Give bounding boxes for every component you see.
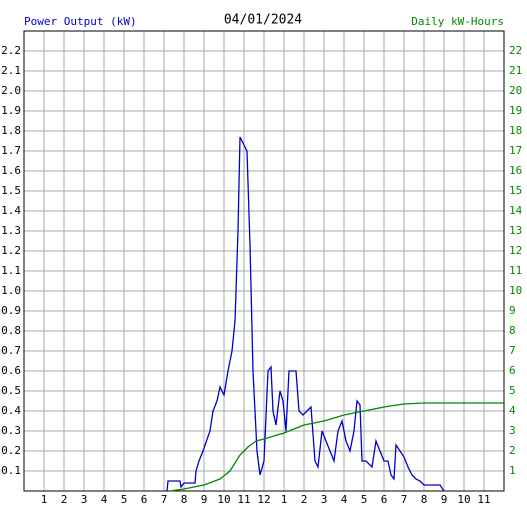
y-tick-label: 2.1 — [1, 64, 21, 77]
y-tick-label: 0.2 — [1, 444, 21, 457]
y-tick-label: 1.4 — [1, 204, 21, 217]
y2-tick-label: 9 — [509, 304, 516, 317]
x-tick-label: 12 — [257, 493, 270, 506]
y2-tick-label: 8 — [509, 324, 516, 337]
y2-tick-label: 7 — [509, 344, 516, 357]
y2-tick-label: 17 — [509, 144, 522, 157]
y2-tick-label: 12 — [509, 244, 522, 257]
x-tick-label: 5 — [121, 493, 128, 506]
y2-tick-label: 20 — [509, 84, 522, 97]
x-tick-label: 5 — [361, 493, 368, 506]
y2-tick-label: 19 — [509, 104, 522, 117]
y-tick-label: 2.0 — [1, 84, 21, 97]
y-tick-label: 0.3 — [1, 424, 21, 437]
y-tick-label: 1.6 — [1, 164, 21, 177]
chart-title: 04/01/2024 — [224, 13, 302, 28]
x-tick-label: 4 — [341, 493, 348, 506]
y-tick-label: 1.1 — [1, 264, 21, 277]
y-axis-label: Power Output (kW) — [24, 15, 137, 28]
series-line — [166, 136, 445, 492]
y2-axis-label: Daily kW-Hours — [411, 15, 504, 28]
y-tick-label: 0.4 — [1, 404, 21, 417]
y-tick-label: 1.8 — [1, 124, 21, 137]
x-tick-label: 2 — [301, 493, 308, 506]
x-tick-label: 7 — [401, 493, 408, 506]
x-tick-label: 4 — [101, 493, 108, 506]
x-tick-label: 10 — [217, 493, 230, 506]
y-tick-label: 1.2 — [1, 244, 21, 257]
x-tick-label: 2 — [61, 493, 68, 506]
y-tick-label: 1.0 — [1, 284, 21, 297]
x-tick-label: 1 — [281, 493, 288, 506]
y-tick-label: 0.8 — [1, 324, 21, 337]
x-tick-label: 9 — [441, 493, 448, 506]
y-tick-label: 0.5 — [1, 384, 21, 397]
y2-tick-label: 2 — [509, 444, 516, 457]
y2-tick-label: 18 — [509, 124, 522, 137]
y-tick-label: 1.3 — [1, 224, 21, 237]
x-tick-label: 6 — [381, 493, 388, 506]
y2-tick-label: 5 — [509, 384, 516, 397]
x-tick-label: 8 — [421, 493, 428, 506]
series-line — [169, 402, 504, 492]
y-tick-label: 0.1 — [1, 464, 21, 477]
y2-tick-label: 11 — [509, 264, 522, 277]
x-tick-label: 8 — [181, 493, 188, 506]
y2-tick-label: 22 — [509, 44, 522, 57]
y-tick-label: 0.9 — [1, 304, 21, 317]
y2-tick-label: 10 — [509, 284, 522, 297]
y2-tick-label: 6 — [509, 364, 516, 377]
y2-tick-label: 16 — [509, 164, 522, 177]
x-tick-label: 10 — [457, 493, 470, 506]
y-tick-label: 1.9 — [1, 104, 21, 117]
y-tick-label: 1.7 — [1, 144, 21, 157]
x-tick-label: 3 — [321, 493, 328, 506]
plot-frame — [23, 30, 505, 492]
y2-tick-label: 15 — [509, 184, 522, 197]
y2-tick-label: 4 — [509, 404, 516, 417]
x-tick-label: 11 — [237, 493, 250, 506]
y-tick-label: 0.6 — [1, 364, 21, 377]
y2-tick-label: 13 — [509, 224, 522, 237]
y2-tick-label: 14 — [509, 204, 523, 217]
x-tick-label: 6 — [141, 493, 148, 506]
x-tick-label: 9 — [201, 493, 208, 506]
y-tick-label: 1.5 — [1, 184, 21, 197]
y-tick-label: 0.7 — [1, 344, 21, 357]
y2-tick-label: 21 — [509, 64, 522, 77]
y2-tick-label: 3 — [509, 424, 516, 437]
y-tick-label: 2.2 — [1, 44, 21, 57]
x-tick-label: 1 — [41, 493, 48, 506]
x-tick-label: 7 — [161, 493, 168, 506]
y2-tick-label: 1 — [509, 464, 516, 477]
x-tick-label: 3 — [81, 493, 88, 506]
x-tick-label: 11 — [477, 493, 490, 506]
